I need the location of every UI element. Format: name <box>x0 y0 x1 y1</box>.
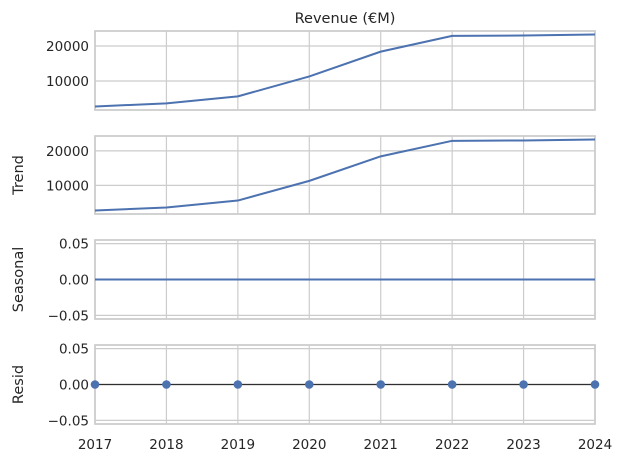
panel-border <box>94 135 596 215</box>
resid-point <box>162 380 171 389</box>
y-tick-label: −0.05 <box>48 413 89 429</box>
panel-border <box>94 30 596 111</box>
resid-point <box>447 380 457 389</box>
series-line-observed <box>94 33 596 108</box>
y-tick-label: 10000 <box>46 74 89 90</box>
y-tick-label: 10000 <box>46 178 89 194</box>
x-tick-label: 2024 <box>578 437 612 453</box>
y-tick-label: −0.05 <box>48 308 89 324</box>
y-tick-label: 0.00 <box>59 378 89 394</box>
y-tick-label: 0.05 <box>59 237 89 253</box>
resid-point <box>376 380 386 389</box>
resid-point <box>233 380 243 389</box>
y-tick-label: 20000 <box>46 144 89 160</box>
panel-observed: 10000 20000 <box>46 30 596 111</box>
panel-trend: 10000 20000 Trend <box>11 135 596 215</box>
x-tick-label: 2018 <box>149 437 183 453</box>
x-tick-label: 2021 <box>364 437 398 453</box>
x-tick-label: 2023 <box>506 437 540 453</box>
panel-resid: −0.05 0.00 0.05 Resid <box>11 342 600 429</box>
panel-seasonal: −0.05 0.00 0.05 Seasonal <box>11 237 596 324</box>
resid-point <box>519 380 528 389</box>
x-tick-label: 2020 <box>292 437 326 453</box>
y-axis-label: Seasonal <box>11 247 27 313</box>
y-tick-label: 0.05 <box>59 342 89 358</box>
resid-point <box>90 380 100 389</box>
panel-frame <box>94 30 596 111</box>
panel-frame <box>94 135 596 215</box>
y-tick-label: 20000 <box>46 39 89 55</box>
resid-point <box>304 380 314 389</box>
x-tick-label: 2019 <box>221 437 255 453</box>
x-tick-label: 2017 <box>78 437 112 453</box>
resid-point <box>590 380 600 389</box>
x-tick-label: 2022 <box>435 437 469 453</box>
y-axis-label: Resid <box>11 365 27 404</box>
y-tick-label: 0.00 <box>59 273 89 289</box>
y-axis-label: Trend <box>11 155 27 196</box>
series-line-trend <box>94 138 596 212</box>
chart-title: Revenue (€M) <box>295 11 396 27</box>
